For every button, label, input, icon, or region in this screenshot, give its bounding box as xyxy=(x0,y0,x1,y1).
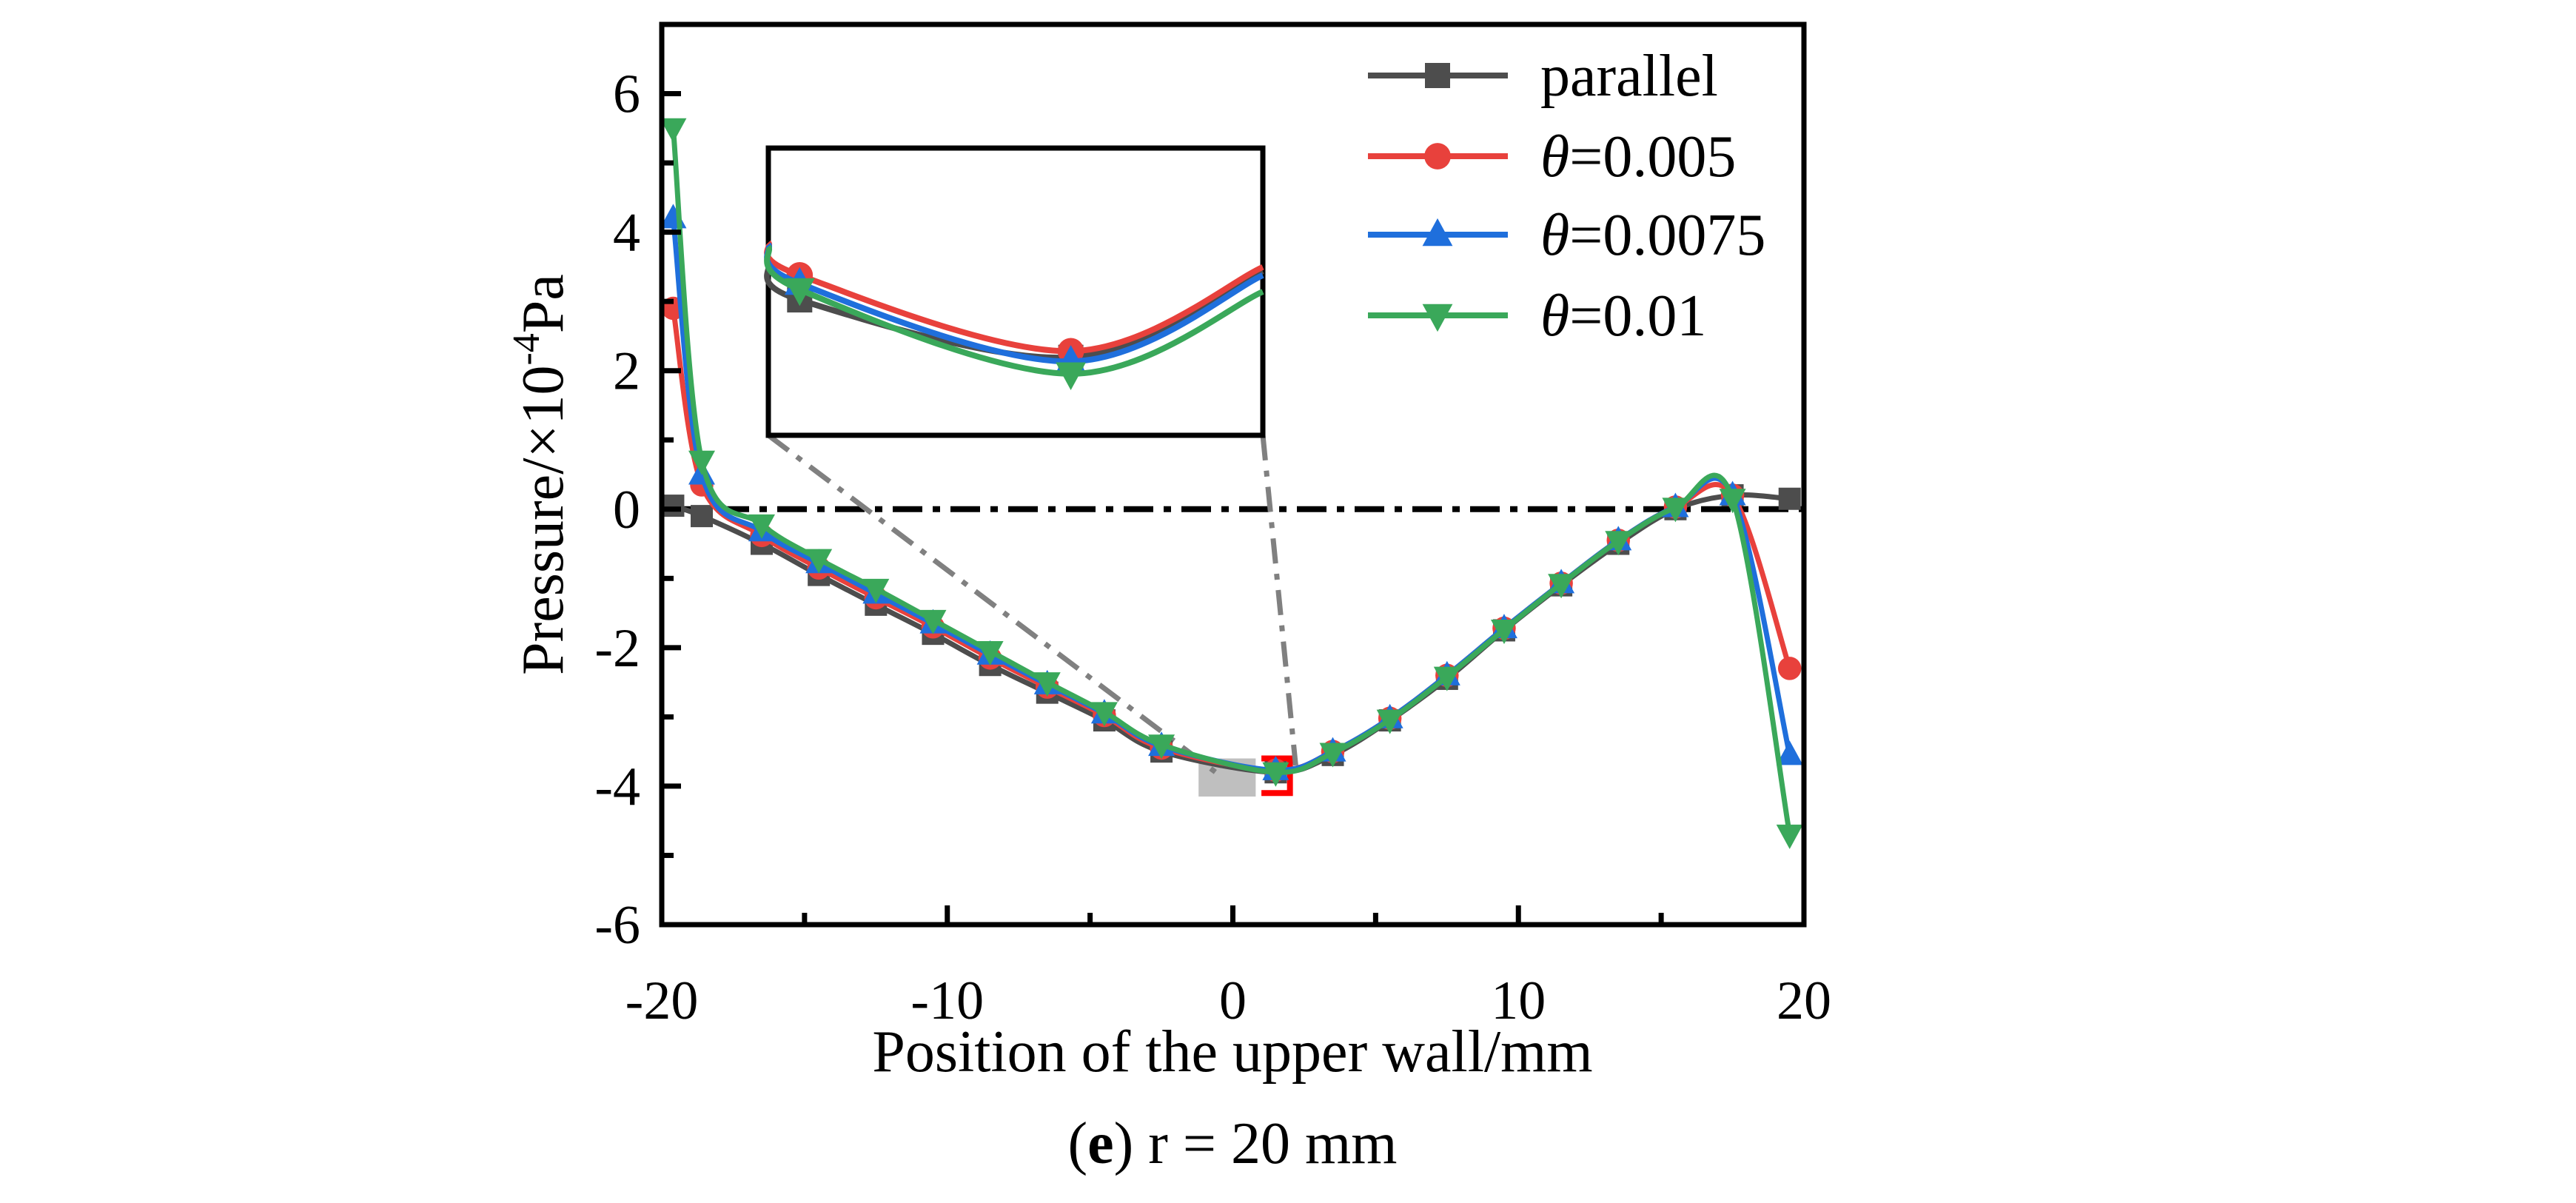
data-point xyxy=(1776,740,1803,765)
y-axis-title: Pressure/×10-4Pa xyxy=(506,274,576,675)
data-point xyxy=(1319,743,1346,768)
y-tick-label: 6 xyxy=(613,64,640,125)
inset-series-line xyxy=(764,244,1264,377)
inset-connector-right xyxy=(1260,435,1298,766)
legend-label: θ=0.01 xyxy=(1540,284,1706,349)
series-3 xyxy=(660,118,1803,849)
legend-marker xyxy=(1422,304,1453,332)
data-point xyxy=(691,505,714,528)
y-tick-label: -2 xyxy=(594,618,640,679)
data-point xyxy=(1090,702,1118,727)
y-tick-label: 2 xyxy=(613,341,640,402)
y-tick-label: 4 xyxy=(613,203,640,264)
data-point xyxy=(862,578,890,603)
legend-entry: θ=0.0075 xyxy=(1368,203,1765,268)
caption-text: r = 20 mm xyxy=(1133,1111,1397,1176)
inset-data-point xyxy=(1056,362,1086,390)
legend-label: θ=0.0075 xyxy=(1540,203,1765,268)
legend-entry: θ=0.01 xyxy=(1368,284,1706,349)
legend-symbol: θ xyxy=(1540,284,1569,349)
legend-symbol: θ xyxy=(1540,124,1569,190)
caption-label: e xyxy=(1087,1111,1114,1176)
legend-value: =0.005 xyxy=(1569,124,1736,190)
data-point xyxy=(688,450,716,475)
data-point xyxy=(662,495,685,517)
legend-value: parallel xyxy=(1540,44,1718,109)
series-0 xyxy=(662,484,1801,784)
data-point xyxy=(1662,497,1689,523)
series-line xyxy=(670,128,1793,835)
data-point xyxy=(1548,574,1575,599)
data-point xyxy=(805,549,833,574)
legend-marker xyxy=(1422,218,1453,247)
figure-caption: (e) r = 20 mm xyxy=(1067,1111,1397,1176)
x-tick-label: 10 xyxy=(1491,971,1546,1031)
y-tick-label: -6 xyxy=(594,895,640,956)
data-point xyxy=(1376,709,1403,734)
caption-close: ) xyxy=(1114,1111,1134,1176)
data-point xyxy=(748,514,776,539)
data-point xyxy=(1433,666,1460,691)
inset-series-line xyxy=(764,240,1264,355)
x-tick-label: -20 xyxy=(625,971,699,1031)
x-tick-label: 20 xyxy=(1777,971,1831,1031)
legend-value: =0.01 xyxy=(1569,284,1706,349)
caption-open: ( xyxy=(1067,1111,1087,1176)
legend-entry: parallel xyxy=(1368,44,1718,109)
x-tick-label: 0 xyxy=(1219,971,1247,1031)
x-axis-title: Position of the upper wall/mm xyxy=(872,1019,1592,1085)
inset-zoom xyxy=(764,145,1266,438)
data-point xyxy=(1148,734,1175,760)
inset-connector-left xyxy=(766,433,1218,775)
legend-symbol: θ xyxy=(1540,203,1569,268)
legend-marker xyxy=(1424,143,1451,170)
legend-label: parallel xyxy=(1540,44,1718,109)
y-tick-label: -4 xyxy=(594,757,640,817)
y-axis-title-exponent: -4 xyxy=(506,333,548,365)
legend-label: θ=0.005 xyxy=(1540,124,1736,190)
x-tick-label: -10 xyxy=(910,971,984,1031)
data-point xyxy=(1262,762,1289,787)
data-point xyxy=(1490,620,1517,645)
plot-area xyxy=(660,118,1804,849)
data-point xyxy=(1033,672,1061,697)
data-point xyxy=(919,609,947,634)
data-point xyxy=(976,641,1004,666)
data-point xyxy=(1605,531,1632,556)
legend-entry: θ=0.005 xyxy=(1368,124,1736,190)
inset-series-3 xyxy=(764,244,1264,390)
y-tick-label: 0 xyxy=(613,480,640,540)
y-axis-title-main: Pressure/×10 xyxy=(511,365,576,674)
data-point xyxy=(1778,487,1801,510)
data-point xyxy=(1777,657,1802,680)
legend-marker xyxy=(1425,63,1450,88)
y-axis-title-unit: Pa xyxy=(511,274,576,333)
inset-data-point xyxy=(784,278,815,306)
legend-value: =0.0075 xyxy=(1569,203,1765,268)
data-point xyxy=(660,118,687,143)
data-point xyxy=(1776,824,1803,849)
data-point xyxy=(1719,489,1746,514)
